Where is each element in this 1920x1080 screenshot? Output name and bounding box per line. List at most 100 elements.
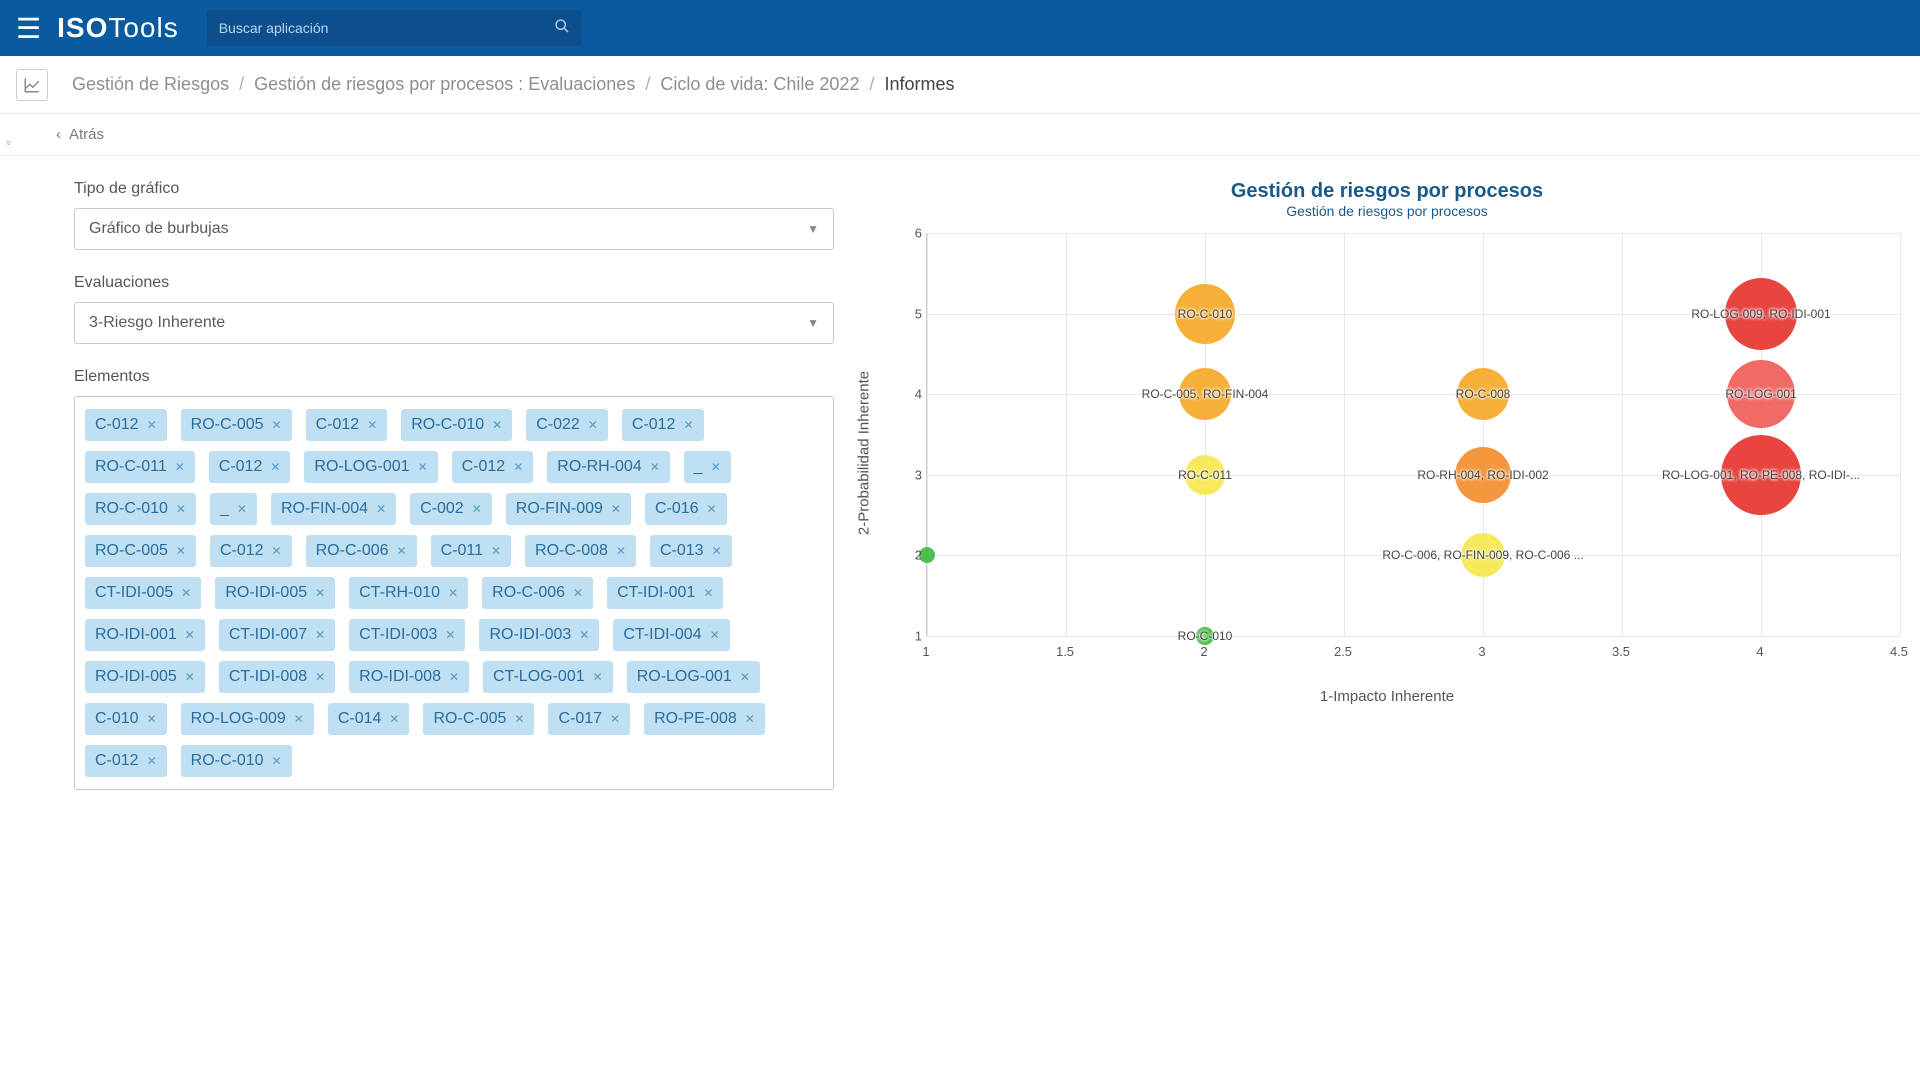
evaluations-select[interactable]: 3-Riesgo Inherente ▼ — [74, 302, 834, 344]
tag-remove-icon[interactable]: ✕ — [294, 712, 304, 726]
tag-remove-icon[interactable]: ✕ — [389, 712, 399, 726]
tag-remove-icon[interactable]: ✕ — [588, 418, 598, 432]
plot-area[interactable]: RO-C-010RO-C-011RO-C-005, RO-FIN-004RO-C… — [926, 233, 1900, 637]
element-tag[interactable]: C-016✕ — [645, 493, 727, 525]
element-tag[interactable]: RO-C-005✕ — [181, 409, 292, 441]
tag-remove-icon[interactable]: ✕ — [707, 502, 717, 516]
tag-remove-icon[interactable]: ✕ — [237, 502, 247, 516]
tag-remove-icon[interactable]: ✕ — [147, 712, 157, 726]
tag-remove-icon[interactable]: ✕ — [491, 544, 501, 558]
tag-remove-icon[interactable]: ✕ — [650, 460, 660, 474]
tag-remove-icon[interactable]: ✕ — [745, 712, 755, 726]
element-tag[interactable]: C-013✕ — [650, 535, 732, 567]
element-tag[interactable]: C-012✕ — [622, 409, 704, 441]
element-tag[interactable]: C-022✕ — [526, 409, 608, 441]
element-tag[interactable]: C-014✕ — [328, 703, 410, 735]
element-tag[interactable]: RO-IDI-005✕ — [215, 577, 335, 609]
tag-remove-icon[interactable]: ✕ — [185, 670, 195, 684]
tag-remove-icon[interactable]: ✕ — [147, 418, 157, 432]
tag-remove-icon[interactable]: ✕ — [449, 670, 459, 684]
back-button[interactable]: ‹ Atrás — [56, 126, 104, 143]
tag-remove-icon[interactable]: ✕ — [176, 544, 186, 558]
tag-remove-icon[interactable]: ✕ — [397, 544, 407, 558]
tag-remove-icon[interactable]: ✕ — [448, 586, 458, 600]
element-tag[interactable]: C-012✕ — [85, 745, 167, 777]
tag-remove-icon[interactable]: ✕ — [712, 544, 722, 558]
tag-remove-icon[interactable]: ✕ — [315, 628, 325, 642]
tag-remove-icon[interactable]: ✕ — [315, 586, 325, 600]
tag-remove-icon[interactable]: ✕ — [445, 628, 455, 642]
tag-remove-icon[interactable]: ✕ — [270, 460, 280, 474]
bubble[interactable] — [1179, 368, 1231, 420]
element-tag[interactable]: RO-C-010✕ — [401, 409, 512, 441]
sidebar-toggle-icon[interactable]: » — [0, 140, 14, 146]
breadcrumb-item[interactable]: Gestión de Riesgos — [72, 74, 229, 95]
element-tag[interactable]: CT-IDI-005✕ — [85, 577, 201, 609]
element-tag[interactable]: CT-IDI-004✕ — [613, 619, 729, 651]
elements-tag-box[interactable]: C-012✕ RO-C-005✕ C-012✕ RO-C-010✕ C-022✕ C-01… — [74, 396, 834, 790]
element-tag[interactable]: CT-IDI-008✕ — [219, 661, 335, 693]
tag-remove-icon[interactable]: ✕ — [418, 460, 428, 474]
element-tag[interactable]: RO-IDI-001✕ — [85, 619, 205, 651]
element-tag[interactable]: C-012✕ — [452, 451, 534, 483]
tag-remove-icon[interactable]: ✕ — [579, 628, 589, 642]
bubble[interactable] — [1196, 627, 1214, 645]
tag-remove-icon[interactable]: ✕ — [492, 418, 502, 432]
tag-remove-icon[interactable]: ✕ — [703, 586, 713, 600]
tag-remove-icon[interactable]: ✕ — [711, 460, 721, 474]
element-tag[interactable]: C-012✕ — [209, 451, 291, 483]
search-input[interactable] — [219, 20, 554, 36]
tag-remove-icon[interactable]: ✕ — [740, 670, 750, 684]
tag-remove-icon[interactable]: ✕ — [683, 418, 693, 432]
breadcrumb-item[interactable]: Gestión de riesgos por procesos : Evalua… — [254, 74, 635, 95]
tag-remove-icon[interactable]: ✕ — [472, 502, 482, 516]
element-tag[interactable]: RO-C-006✕ — [306, 535, 417, 567]
element-tag[interactable]: CT-IDI-007✕ — [219, 619, 335, 651]
element-tag[interactable]: RO-IDI-003✕ — [479, 619, 599, 651]
element-tag[interactable]: C-012✕ — [306, 409, 388, 441]
tag-remove-icon[interactable]: ✕ — [272, 418, 282, 432]
bubble[interactable] — [1185, 455, 1225, 495]
element-tag[interactable]: RO-LOG-001✕ — [627, 661, 760, 693]
element-tag[interactable]: C-010✕ — [85, 703, 167, 735]
element-tag[interactable]: RO-C-011✕ — [85, 451, 195, 483]
element-tag[interactable]: RO-LOG-009✕ — [181, 703, 314, 735]
element-tag[interactable]: RO-PE-008✕ — [644, 703, 765, 735]
bubble[interactable] — [1721, 435, 1801, 515]
bubble[interactable] — [1725, 278, 1797, 350]
breadcrumb-item[interactable]: Ciclo de vida: Chile 2022 — [660, 74, 859, 95]
tag-remove-icon[interactable]: ✕ — [611, 502, 621, 516]
element-tag[interactable]: C-012✕ — [85, 409, 167, 441]
bubble[interactable] — [1727, 360, 1795, 428]
tag-remove-icon[interactable]: ✕ — [610, 712, 620, 726]
bubble[interactable] — [1461, 533, 1505, 577]
element-tag[interactable]: C-002✕ — [410, 493, 492, 525]
tag-remove-icon[interactable]: ✕ — [573, 586, 583, 600]
element-tag[interactable]: C-011✕ — [431, 535, 511, 567]
element-tag[interactable]: _✕ — [684, 451, 731, 483]
element-tag[interactable]: CT-LOG-001✕ — [483, 661, 613, 693]
element-tag[interactable]: CT-IDI-003✕ — [349, 619, 465, 651]
tag-remove-icon[interactable]: ✕ — [315, 670, 325, 684]
tag-remove-icon[interactable]: ✕ — [175, 460, 185, 474]
tag-remove-icon[interactable]: ✕ — [176, 502, 186, 516]
chart-icon[interactable] — [16, 69, 48, 101]
element-tag[interactable]: RO-FIN-004✕ — [271, 493, 396, 525]
chart-type-select[interactable]: Gráfico de burbujas ▼ — [74, 208, 834, 250]
tag-remove-icon[interactable]: ✕ — [272, 754, 282, 768]
menu-icon[interactable]: ☰ — [16, 12, 41, 45]
bubble[interactable] — [1455, 447, 1511, 503]
element-tag[interactable]: CT-RH-010✕ — [349, 577, 468, 609]
tag-remove-icon[interactable]: ✕ — [147, 754, 157, 768]
logo[interactable]: ISOTools — [57, 12, 179, 44]
tag-remove-icon[interactable]: ✕ — [181, 586, 191, 600]
element-tag[interactable]: C-017✕ — [548, 703, 630, 735]
tag-remove-icon[interactable]: ✕ — [710, 628, 720, 642]
search-box[interactable] — [207, 10, 582, 46]
element-tag[interactable]: RO-IDI-008✕ — [349, 661, 469, 693]
tag-remove-icon[interactable]: ✕ — [616, 544, 626, 558]
element-tag[interactable]: C-012✕ — [210, 535, 292, 567]
element-tag[interactable]: RO-C-010✕ — [181, 745, 292, 777]
tag-remove-icon[interactable]: ✕ — [272, 544, 282, 558]
tag-remove-icon[interactable]: ✕ — [593, 670, 603, 684]
